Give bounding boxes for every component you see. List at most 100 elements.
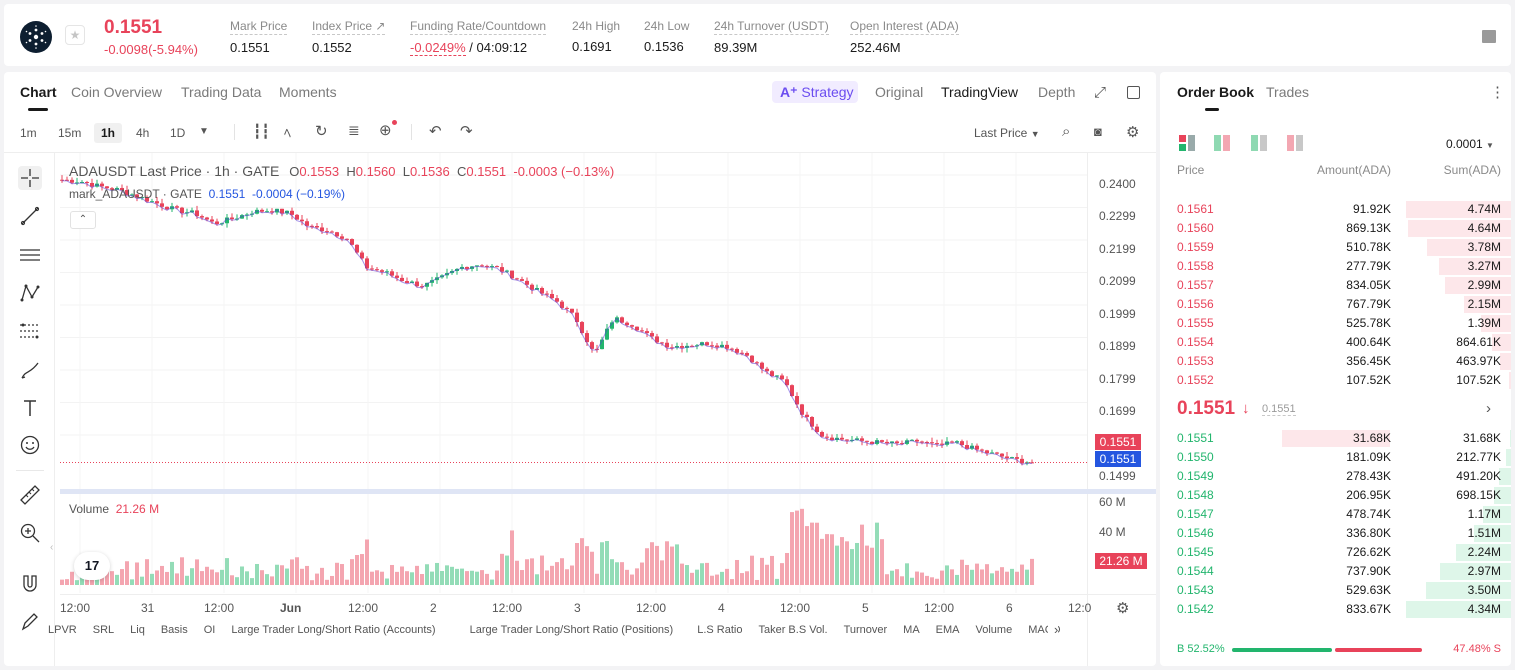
indicator-ls-accounts[interactable]: Large Trader Long/Short Ratio (Accounts) [231, 624, 436, 636]
book-view-split-icon[interactable] [1214, 135, 1230, 151]
tab-coin-overview[interactable]: Coin Overview [71, 84, 163, 100]
chevron-right-icon[interactable]: › [1486, 400, 1491, 417]
bid-row[interactable]: 0.1544 737.90K 2.97M [1160, 562, 1511, 581]
add-indicator-icon[interactable]: ⊕ [379, 120, 397, 139]
refresh-icon[interactable]: ↻ [315, 123, 328, 140]
ruler-icon[interactable] [18, 483, 42, 507]
bid-sum: 31.68K [1462, 431, 1501, 445]
stat-index-price[interactable]: Index Price ↗ 0.1552 [312, 19, 386, 55]
ask-row[interactable]: 0.1559 510.78K 3.78M [1160, 238, 1511, 257]
candle-body [635, 326, 639, 331]
fib-retracement-icon[interactable] [18, 319, 42, 343]
pane-separator[interactable] [60, 489, 1156, 494]
tab-moments[interactable]: Moments [279, 84, 337, 100]
collapse-legend-button[interactable]: ⌃ [70, 211, 96, 229]
trendline-icon[interactable] [18, 204, 42, 228]
pencil-lock-icon[interactable] [18, 610, 42, 634]
more-menu-icon[interactable]: ⋮ [1490, 84, 1505, 101]
indicator-turnover[interactable]: Turnover [843, 624, 888, 636]
auto-scale-gear-icon[interactable]: ⚙ [1116, 600, 1130, 617]
redo-icon[interactable]: ↷ [460, 123, 473, 140]
volume-bar [885, 574, 889, 585]
timeframe-15m[interactable]: 15m [58, 126, 82, 140]
indicator-scroll-right-icon[interactable]: › [1048, 622, 1059, 637]
ask-row[interactable]: 0.1552 107.52K 107.52K [1160, 371, 1511, 390]
tab-original[interactable]: Original [875, 84, 924, 100]
strategy-button[interactable]: A⁺ Strategy [772, 81, 858, 103]
indicator-basis[interactable]: Basis [160, 624, 188, 636]
ask-row[interactable]: 0.1555 525.78K 1.39M [1160, 314, 1511, 333]
timeframe-dropdown-icon[interactable]: ▼ [199, 126, 209, 137]
candlestick-chart[interactable] [60, 153, 1087, 599]
brush-icon[interactable] [18, 358, 42, 382]
book-view-bids-icon[interactable] [1251, 135, 1267, 151]
candle-type-icon[interactable]: ┇┇ [253, 123, 270, 139]
volume-bar [770, 555, 774, 585]
ask-row[interactable]: 0.1553 356.45K 463.97K [1160, 352, 1511, 371]
indicator-srl[interactable]: SRL [92, 624, 115, 636]
indicator-oi[interactable]: OI [203, 624, 216, 636]
tab-depth[interactable]: Depth [1038, 84, 1076, 100]
tab-order-book[interactable]: Order Book [1177, 84, 1255, 100]
zoom-in-icon[interactable] [18, 521, 42, 545]
bid-row[interactable]: 0.1546 336.80K 1.51M [1160, 524, 1511, 543]
collapse-tools-icon[interactable]: ‹ [50, 542, 54, 553]
bid-row[interactable]: 0.1549 278.43K 491.20K [1160, 467, 1511, 486]
tab-trades[interactable]: Trades [1266, 84, 1310, 100]
favorite-star-icon[interactable]: ★ [65, 25, 85, 45]
timeframe-4h[interactable]: 4h [136, 126, 150, 140]
tab-tradingview[interactable]: TradingView [941, 84, 1019, 100]
indicator-lpvr[interactable]: LPVR [48, 624, 77, 636]
search-icon[interactable]: ⌕ [1062, 123, 1071, 140]
candle-body [750, 355, 754, 363]
camera-icon[interactable]: ◙ [1094, 124, 1102, 139]
legend-ohlc: O0.1553 H0.1560 L0.1536 C0.1551 -0.0003 … [289, 164, 615, 179]
stat-open-interest: Open Interest (ADA) 252.46M [850, 19, 959, 55]
precision-select[interactable]: 0.0001 ▼ [1446, 137, 1494, 151]
ask-row[interactable]: 0.1560 869.13K 4.64M [1160, 219, 1511, 238]
ask-row[interactable]: 0.1556 767.79K 2.15M [1160, 295, 1511, 314]
indicator-liq[interactable]: Liq [130, 624, 145, 636]
pattern-icon[interactable] [18, 281, 42, 305]
ask-row[interactable]: 0.1557 834.05K 2.99M [1160, 276, 1511, 295]
candle-body [310, 225, 314, 227]
indicator-volume[interactable]: Volume [975, 624, 1013, 636]
text-icon[interactable] [18, 396, 42, 420]
candle-body [275, 208, 279, 213]
bid-row[interactable]: 0.1548 206.95K 698.15K [1160, 486, 1511, 505]
bid-row[interactable]: 0.1550 181.09K 212.77K [1160, 448, 1511, 467]
tradingview-logo[interactable]: 17 [74, 552, 110, 580]
timeframe-1h[interactable]: 1h [94, 123, 123, 143]
settings-list-icon[interactable]: ≣ [348, 122, 360, 138]
window-icon[interactable] [1127, 86, 1140, 99]
timeframe-1m[interactable]: 1m [20, 126, 37, 140]
indicator-taker-vol[interactable]: Taker B.S Vol. [758, 624, 828, 636]
bid-row[interactable]: 0.1543 529.63K 3.50M [1160, 581, 1511, 600]
emoji-icon[interactable] [18, 433, 42, 457]
bid-row[interactable]: 0.1542 833.67K 4.34M [1160, 600, 1511, 619]
indicator-ls-ratio[interactable]: L.S Ratio [697, 624, 743, 636]
book-view-asks-icon[interactable] [1287, 135, 1303, 151]
undo-icon[interactable]: ↶ [429, 123, 442, 140]
gear-icon[interactable]: ⚙ [1126, 124, 1140, 141]
ask-row[interactable]: 0.1558 277.79K 3.27M [1160, 257, 1511, 276]
bid-row[interactable]: 0.1547 478.74K 1.17M [1160, 505, 1511, 524]
magnet-icon[interactable] [18, 572, 42, 596]
book-view-both-icon[interactable] [1179, 135, 1195, 151]
ask-row[interactable]: 0.1554 400.64K 864.61K [1160, 333, 1511, 352]
price-type-select[interactable]: Last Price ▼ [974, 126, 1040, 140]
book-icon[interactable] [1482, 30, 1496, 43]
tab-trading-data[interactable]: Trading Data [181, 84, 262, 100]
expand-icon[interactable]: ⤢ [1094, 84, 1107, 101]
crosshair-icon[interactable] [18, 166, 42, 190]
bid-row[interactable]: 0.1545 726.62K 2.24M [1160, 543, 1511, 562]
horizontal-lines-icon[interactable] [18, 243, 42, 267]
timeframe-1d[interactable]: 1D [170, 126, 186, 140]
indicator-ls-positions[interactable]: Large Trader Long/Short Ratio (Positions… [469, 624, 674, 636]
indicators-icon[interactable]: ﾍ [284, 125, 291, 141]
indicator-ma[interactable]: MA [903, 624, 920, 636]
indicator-ema[interactable]: EMA [935, 624, 960, 636]
tab-chart[interactable]: Chart [20, 84, 57, 100]
ask-row[interactable]: 0.1561 91.92K 4.74M [1160, 200, 1511, 219]
bid-row[interactable]: 0.1551 31.68K 31.68K [1160, 429, 1511, 448]
